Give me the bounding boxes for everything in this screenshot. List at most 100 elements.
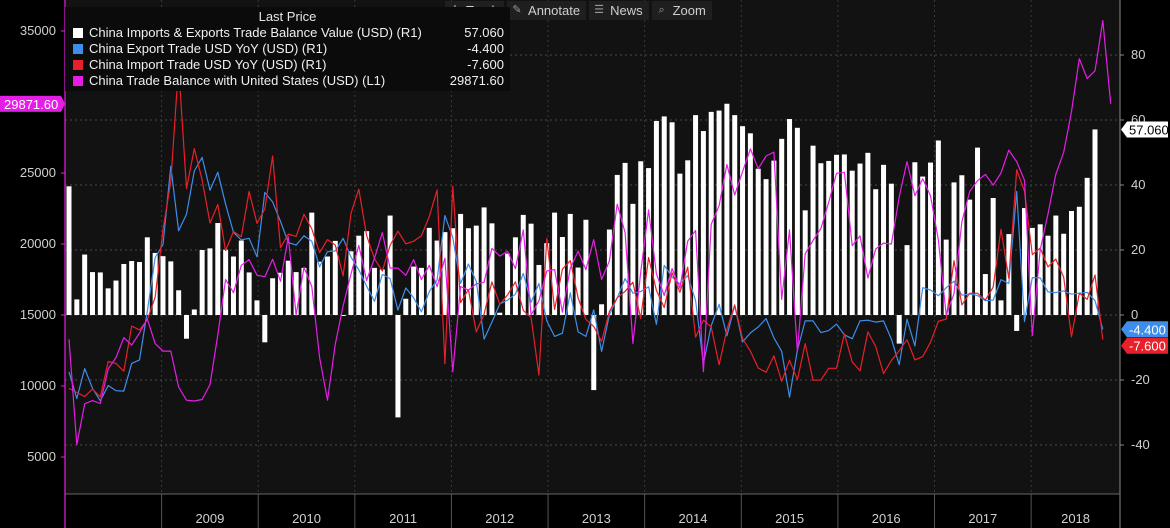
legend-item-value: -7.600 bbox=[467, 57, 504, 72]
last-value-tag-label: -7.600 bbox=[1129, 339, 1166, 354]
bar bbox=[473, 225, 479, 315]
bar bbox=[348, 251, 354, 315]
bar bbox=[387, 215, 393, 315]
bar bbox=[998, 300, 1004, 315]
zoom-label: Zoom bbox=[672, 3, 706, 18]
bar bbox=[238, 240, 244, 315]
bar bbox=[528, 223, 534, 315]
bar bbox=[418, 267, 424, 315]
bar bbox=[89, 272, 95, 315]
bar bbox=[144, 237, 150, 315]
annotate-button[interactable]: ✎ Annotate bbox=[507, 1, 587, 20]
legend-item-label: China Export Trade USD YoY (USD) (R1) bbox=[89, 41, 328, 56]
bar bbox=[1045, 235, 1051, 315]
bar bbox=[497, 312, 503, 315]
last-value-tag bbox=[1121, 337, 1168, 354]
bar bbox=[967, 199, 973, 315]
legend-item-value: 29871.60 bbox=[449, 73, 504, 88]
bar bbox=[450, 228, 456, 315]
news-button[interactable]: ☰ News bbox=[589, 1, 649, 20]
bar bbox=[559, 237, 565, 315]
bar bbox=[826, 160, 832, 315]
right-axis-tick-label: 0 bbox=[1131, 307, 1138, 322]
last-value-tag-arrow bbox=[61, 95, 65, 112]
bar bbox=[105, 288, 111, 315]
bar bbox=[982, 274, 988, 315]
legend-swatch bbox=[73, 60, 83, 70]
bar bbox=[262, 315, 268, 343]
bar bbox=[160, 256, 166, 315]
last-value-tag bbox=[0, 95, 61, 112]
bar bbox=[176, 290, 182, 315]
bar-series bbox=[66, 103, 1098, 418]
bar bbox=[1022, 208, 1028, 315]
legend-item-import-yoy[interactable]: China Import Trade USD YoY (USD) (R1) -7… bbox=[65, 57, 510, 73]
left-axis-tick-label: 25000 bbox=[20, 165, 56, 180]
bar bbox=[747, 133, 753, 315]
bar bbox=[207, 248, 213, 315]
legend-item-trade-balance[interactable]: China Imports & Exports Trade Balance Va… bbox=[65, 25, 510, 41]
bar bbox=[277, 272, 283, 315]
bar bbox=[246, 272, 252, 315]
bar bbox=[309, 212, 315, 315]
legend-item-us-balance[interactable]: China Trade Balance with United States (… bbox=[65, 73, 510, 89]
bar bbox=[755, 168, 761, 315]
bar bbox=[599, 304, 605, 315]
bar bbox=[97, 272, 103, 315]
bar bbox=[841, 154, 847, 315]
bar bbox=[332, 240, 338, 315]
x-axis-year-label: 2016 bbox=[872, 511, 901, 526]
bar bbox=[74, 299, 80, 315]
legend-swatch bbox=[73, 44, 83, 54]
legend-item-label: China Trade Balance with United States (… bbox=[89, 73, 386, 88]
right-axis-tick-label: 40 bbox=[1131, 177, 1145, 192]
bar bbox=[340, 315, 346, 316]
x-axis-year-label: 2014 bbox=[679, 511, 708, 526]
legend-item-label: China Imports & Exports Trade Balance Va… bbox=[89, 25, 422, 40]
bar bbox=[520, 214, 526, 315]
pencil-icon: ✎ bbox=[512, 4, 522, 16]
bar bbox=[873, 189, 879, 315]
us-trade-balance-line bbox=[68, 20, 1112, 446]
bar bbox=[183, 315, 189, 339]
bar bbox=[614, 174, 620, 315]
bar bbox=[113, 280, 119, 315]
bar bbox=[191, 309, 197, 315]
bar bbox=[136, 262, 142, 315]
bar bbox=[505, 253, 511, 315]
bar bbox=[1014, 315, 1020, 331]
bar bbox=[708, 111, 714, 315]
right-axis-tick-label: -20 bbox=[1131, 372, 1150, 387]
bar bbox=[732, 115, 738, 315]
bar bbox=[254, 300, 260, 315]
bar bbox=[716, 110, 722, 315]
bar bbox=[975, 147, 981, 315]
x-axis-year-label: 2010 bbox=[292, 511, 321, 526]
bar bbox=[270, 278, 276, 315]
bar bbox=[215, 223, 221, 315]
left-axis-tick-label: 20000 bbox=[20, 236, 56, 251]
bar bbox=[638, 161, 644, 315]
bar bbox=[403, 298, 409, 315]
left-axis-tick-label: 5000 bbox=[27, 449, 56, 464]
bar bbox=[442, 232, 448, 315]
left-axis-tick-label: 15000 bbox=[20, 307, 56, 322]
bar bbox=[544, 243, 550, 315]
legend-swatch bbox=[73, 76, 83, 86]
bar bbox=[1084, 177, 1090, 315]
bar bbox=[943, 239, 949, 315]
bar bbox=[1092, 129, 1098, 315]
bar bbox=[121, 263, 127, 315]
x-axis-year-label: 2012 bbox=[485, 511, 514, 526]
bar bbox=[787, 119, 793, 316]
bar bbox=[465, 228, 471, 315]
x-axis-year-label: 2017 bbox=[968, 511, 997, 526]
bar bbox=[1061, 233, 1067, 315]
legend-item-export-yoy[interactable]: China Export Trade USD YoY (USD) (R1) -4… bbox=[65, 41, 510, 57]
zoom-button[interactable]: ⌕ Zoom bbox=[651, 1, 712, 20]
bar bbox=[646, 168, 652, 315]
bar bbox=[458, 213, 464, 315]
right-axis-tick-label: 80 bbox=[1131, 47, 1145, 62]
bar bbox=[661, 116, 667, 315]
left-axis-tick-label: 10000 bbox=[20, 378, 56, 393]
